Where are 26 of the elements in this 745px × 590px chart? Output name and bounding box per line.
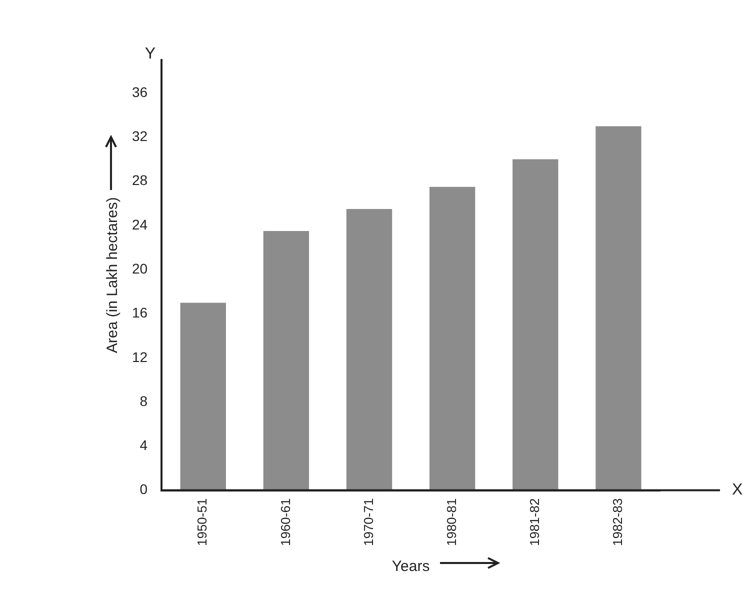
y-tick-label: 28: [132, 172, 148, 188]
y-tick-label: 20: [132, 260, 148, 276]
y-tick-label: 12: [132, 348, 148, 365]
x-axis-title: Years: [392, 558, 430, 576]
x-tick-label: 1950-51: [194, 498, 210, 546]
y-tick-label: 16: [132, 304, 148, 321]
bar: [263, 231, 310, 490]
text: X: [732, 482, 743, 499]
bar: [180, 302, 226, 490]
bar: [596, 126, 642, 490]
y-axis-title: Area (in Lakh hectares): [104, 197, 122, 354]
x-tick-label: 1980-81: [444, 498, 459, 546]
x-tick-label: 1982-83: [610, 498, 626, 546]
y-tick-label: 4: [140, 437, 148, 454]
bar: [512, 159, 558, 490]
y-tick-label: 24: [132, 216, 148, 232]
text: Y: [144, 45, 156, 62]
bar: [429, 186, 476, 490]
bar: [346, 208, 392, 490]
y-tick-label: 32: [132, 128, 148, 144]
x-tick-label: 1970-71: [360, 498, 376, 546]
y-tick-label: 36: [132, 84, 148, 100]
x-tick-label: 1981-82: [526, 498, 542, 546]
y-tick-label: 8: [140, 392, 148, 409]
y-tick-label: 0: [140, 481, 148, 498]
x-tick-label: 1960-61: [278, 498, 293, 546]
